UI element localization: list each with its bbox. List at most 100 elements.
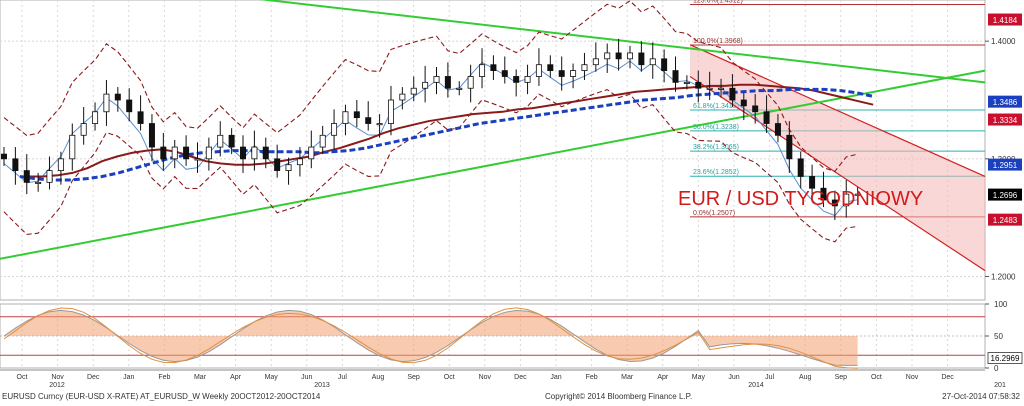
candle-body	[524, 76, 531, 83]
candle-body	[513, 76, 520, 83]
fibonacci-label: 61.8%(1.3415)	[693, 103, 739, 110]
channel-lower-line	[689, 75, 986, 272]
candle-body	[35, 181, 42, 184]
price-tick-label: 1.2000	[991, 272, 1016, 281]
month-label: Apr	[230, 374, 242, 381]
candle-body	[683, 81, 690, 84]
candle-body	[456, 87, 463, 90]
candle-body	[661, 58, 668, 71]
candle-body	[467, 76, 474, 89]
candle-body	[114, 93, 121, 101]
candle-body	[809, 176, 816, 189]
candle-body	[251, 146, 258, 160]
month-label: Jan	[550, 374, 561, 381]
candle-body	[854, 193, 861, 196]
oscillator-signal-line	[3, 307, 858, 369]
month-label: Sep	[407, 374, 420, 381]
candle-body	[422, 81, 429, 89]
oscillator-line	[3, 309, 858, 366]
price-tag	[988, 113, 1022, 126]
year-label: 2012	[49, 382, 65, 389]
candle-body	[570, 70, 577, 77]
candle-body	[12, 158, 19, 171]
candle-body	[80, 123, 87, 136]
month-label: Nov	[906, 374, 919, 381]
candle-body	[581, 64, 588, 71]
candle-body	[342, 111, 349, 124]
candle-body	[126, 99, 133, 113]
candle-body	[137, 111, 144, 124]
candle-body	[638, 52, 645, 66]
oscillator-area	[4, 310, 858, 366]
candle-body	[695, 81, 702, 89]
candle-body	[69, 134, 76, 160]
candle-body	[0, 153, 7, 160]
oscillator-current-label: 16.2969	[991, 354, 1020, 363]
moving-average-blue	[19, 87, 874, 182]
osc-tick-label: 0	[994, 364, 999, 373]
month-label: Jul	[338, 374, 347, 381]
candle-body	[831, 199, 838, 207]
month-label: Aug	[799, 374, 812, 381]
month-label: Oct	[444, 374, 455, 381]
year-label: 2014	[748, 382, 764, 389]
price-tag-label: 1.2483	[993, 216, 1018, 225]
footer-right: 27-Oct-2014 07:58:32	[942, 392, 1020, 401]
price-tag	[988, 213, 1022, 226]
bollinger-upper	[3, 0, 858, 172]
candle-body	[649, 58, 656, 66]
candle-body	[729, 87, 736, 101]
month-label: Oct	[871, 374, 882, 381]
year-label: 2013	[314, 382, 330, 389]
candle-body	[604, 52, 611, 60]
candle-body	[797, 158, 804, 177]
support-trendline	[0, 69, 986, 260]
candle-body	[57, 158, 64, 171]
bollinger-lower	[3, 88, 858, 243]
month-label: Dec	[941, 374, 954, 381]
month-label: Mar	[621, 374, 634, 381]
candle-body	[46, 170, 53, 183]
candle-body	[274, 158, 281, 171]
price-tag	[988, 158, 1022, 171]
candle-body	[103, 93, 110, 113]
month-label: Oct	[17, 374, 28, 381]
price-tag	[988, 95, 1022, 108]
candle-body	[718, 87, 725, 90]
month-label: Jan	[123, 374, 134, 381]
candle-body	[592, 58, 599, 66]
resistance-trendline	[258, 0, 986, 84]
candle-body	[410, 87, 417, 95]
candle-body	[558, 70, 565, 77]
candle-body	[672, 70, 679, 83]
candle-body	[160, 146, 167, 160]
fibonacci-label: 50.0%(1.3238)	[693, 124, 739, 131]
candle-body	[92, 111, 99, 124]
candle-body	[399, 93, 406, 101]
candle-body	[547, 64, 554, 71]
month-label: Apr	[657, 374, 669, 381]
candle-body	[501, 70, 508, 77]
month-label: Dec	[87, 374, 100, 381]
month-label: Nov	[479, 374, 492, 381]
oscillator-current-tag	[987, 352, 1023, 364]
candle-body	[308, 146, 315, 160]
candle-body	[820, 187, 827, 201]
fibonacci-label: 0.0%(1.2507)	[693, 210, 735, 217]
candle-body	[205, 146, 212, 160]
price-tag	[988, 188, 1022, 201]
candle-body	[490, 64, 497, 71]
month-label: Jun	[301, 374, 312, 381]
candle-body	[365, 117, 372, 124]
month-label: Mar	[194, 374, 207, 381]
fibonacci-label: 23.6%(1.2852)	[693, 169, 739, 176]
price-tick-label: 1.4000	[991, 37, 1016, 46]
candle-body	[376, 123, 383, 126]
candle-body	[148, 123, 155, 148]
candle-body	[194, 158, 201, 161]
candle-body	[285, 164, 292, 171]
candle-body	[479, 64, 486, 77]
price-tag-label: 1.2696	[993, 191, 1018, 200]
